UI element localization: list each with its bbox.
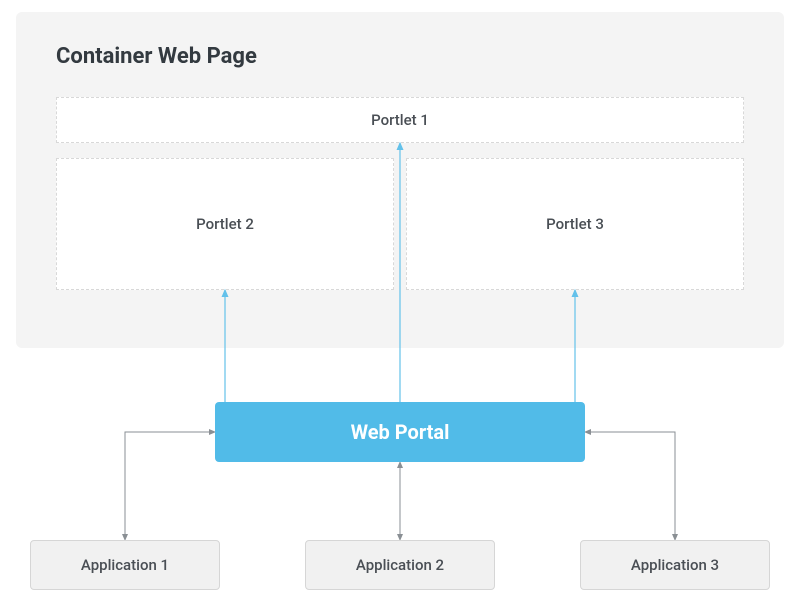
application-2-label: Application 2 (356, 556, 444, 574)
diagram-canvas: Container Web Page Portlet 1 Portlet 2 P… (0, 0, 800, 610)
container-title: Container Web Page (56, 44, 257, 69)
application-1-label: Application 1 (81, 556, 169, 574)
application-1-box: Application 1 (30, 540, 220, 590)
application-3-label: Application 3 (631, 556, 719, 574)
portlet-3-label: Portlet 3 (546, 215, 604, 233)
web-portal-label: Web Portal (351, 420, 450, 444)
portlet-1-label: Portlet 1 (371, 111, 429, 129)
application-3-box: Application 3 (580, 540, 770, 590)
portlet-2: Portlet 2 (56, 158, 394, 290)
portlet-2-label: Portlet 2 (196, 215, 254, 233)
application-2-box: Application 2 (305, 540, 495, 590)
portlet-3: Portlet 3 (406, 158, 744, 290)
web-portal-box: Web Portal (215, 402, 585, 462)
portlet-1: Portlet 1 (56, 97, 744, 143)
